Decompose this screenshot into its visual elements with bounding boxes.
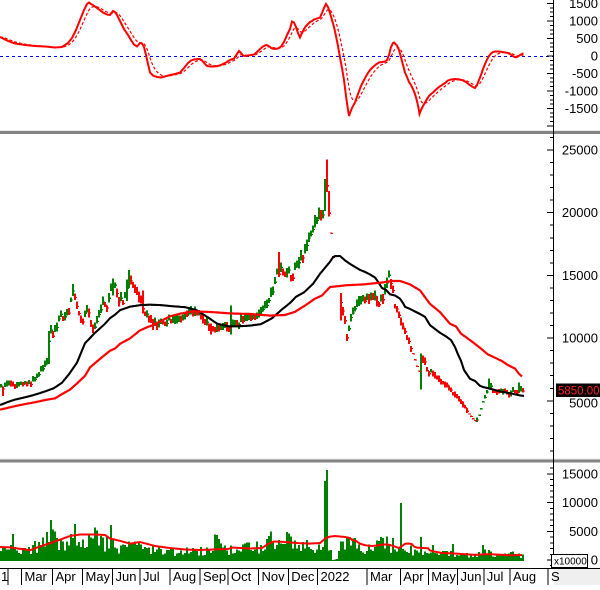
svg-text:May: May [86, 569, 111, 584]
svg-text:-500: -500 [572, 66, 598, 81]
svg-text:1: 1 [1, 569, 8, 584]
svg-text:15000: 15000 [562, 466, 598, 481]
svg-text:1500: 1500 [569, 0, 598, 11]
svg-text:Apr: Apr [56, 569, 77, 584]
svg-text:10000: 10000 [562, 495, 598, 510]
svg-text:Apr: Apr [403, 569, 424, 584]
svg-text:Jul: Jul [143, 569, 160, 584]
svg-text:x10000: x10000 [554, 557, 587, 568]
svg-text:Aug: Aug [173, 569, 196, 584]
svg-text:Aug: Aug [513, 569, 536, 584]
svg-text:S: S [551, 569, 560, 584]
svg-text:-1000: -1000 [565, 84, 598, 99]
svg-text:Mar: Mar [370, 569, 393, 584]
svg-text:Jun: Jun [116, 569, 137, 584]
svg-text:5000: 5000 [569, 524, 598, 539]
svg-text:1000: 1000 [569, 14, 598, 29]
svg-text:0: 0 [591, 49, 598, 64]
svg-text:Jul: Jul [487, 569, 504, 584]
svg-text:5000: 5000 [569, 395, 598, 410]
svg-text:0: 0 [591, 553, 598, 568]
svg-text:-1500: -1500 [565, 101, 598, 116]
svg-text:May: May [431, 569, 456, 584]
svg-text:2022: 2022 [321, 569, 350, 584]
svg-text:25000: 25000 [562, 143, 598, 158]
svg-text:Nov: Nov [262, 569, 286, 584]
svg-text:20000: 20000 [562, 205, 598, 220]
svg-text:500: 500 [576, 31, 598, 46]
svg-text:15000: 15000 [562, 268, 598, 283]
svg-text:Oct: Oct [231, 569, 252, 584]
svg-text:5850.00: 5850.00 [558, 386, 600, 398]
svg-text:10000: 10000 [562, 331, 598, 346]
svg-text:Dec: Dec [291, 569, 315, 584]
svg-text:Jun: Jun [461, 569, 482, 584]
svg-text:Mar: Mar [25, 569, 48, 584]
svg-text:Sep: Sep [203, 569, 226, 584]
